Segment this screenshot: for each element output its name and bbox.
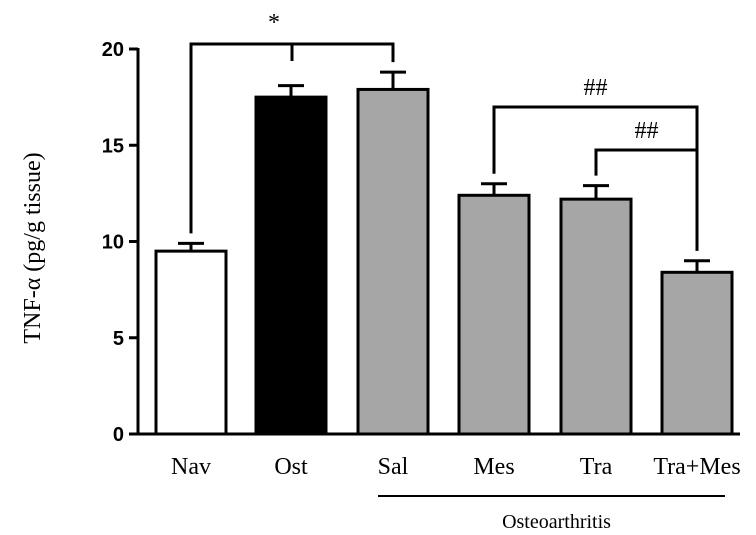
- bar-nav: [154, 249, 228, 436]
- y-tick-label: 0: [113, 424, 124, 446]
- group-annotation: Osteoarthritis: [378, 495, 725, 533]
- x-tick-label: Ost: [274, 454, 308, 480]
- significance-label: ##: [635, 118, 659, 144]
- y-axis-label: TNF-α (pg/g tissue): [20, 152, 46, 343]
- y-tick-label: 15: [102, 135, 124, 157]
- significance-brackets: * ## ##: [189, 10, 699, 251]
- bar-sal: [356, 87, 430, 436]
- bars: [154, 87, 734, 436]
- x-tick-label: Sal: [378, 454, 409, 480]
- group-label: Osteoarthritis: [502, 511, 611, 533]
- bar-tra: [559, 197, 633, 436]
- x-tick-label: Tra+Mes: [653, 454, 740, 480]
- y-tick-label: 20: [102, 39, 124, 61]
- bar-ost: [254, 95, 328, 436]
- axes: 0 5 10 15 20: [102, 39, 740, 446]
- significance-label: ##: [584, 75, 608, 101]
- y-tick-label: 10: [102, 232, 124, 254]
- bar-tra-mes: [660, 270, 734, 436]
- x-tick-label: Mes: [473, 454, 514, 480]
- significance-bracket: [594, 148, 699, 251]
- x-tick-labels: Nav Ost Sal Mes Tra Tra+Mes: [171, 454, 741, 480]
- error-bars: [178, 70, 710, 273]
- bar-mes: [457, 193, 531, 436]
- x-tick-label: Nav: [171, 454, 211, 480]
- y-tick-label: 5: [113, 328, 124, 350]
- significance-label: *: [268, 10, 280, 36]
- x-tick-label: Tra: [580, 454, 613, 480]
